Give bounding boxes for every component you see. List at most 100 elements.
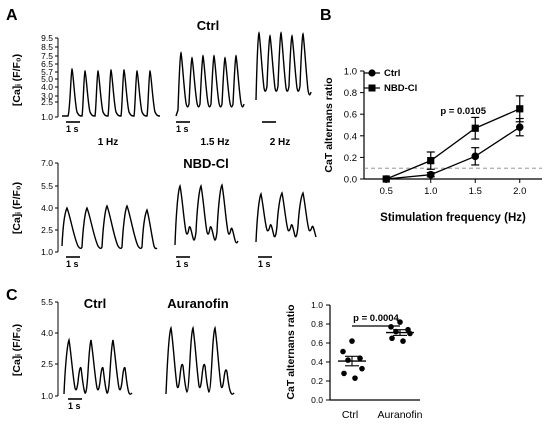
panel-c-auranofin-trace [165, 325, 235, 395]
panel-a-nbd-yaxis: 1.0 2.5 4.0 5.5 7.0 [41, 158, 59, 257]
panel-b-xlabel: Stimulation frequency (Hz) [380, 212, 526, 224]
nbd-trace-2hz [255, 191, 317, 243]
ytick-label: 4.0 [41, 82, 53, 92]
ytick-label: 3.0 [41, 91, 53, 101]
nbd-trace-1-5hz [174, 183, 239, 246]
panel-a-nbd-title: NBD-Cl [183, 156, 229, 171]
data-point [397, 319, 403, 325]
scale-bar-label: 1 s [176, 259, 189, 269]
scale-bar: 1 s [66, 121, 80, 134]
data-point-square [382, 175, 390, 183]
scale-bar: 1 s [258, 256, 272, 269]
ytick-label: 1.0 [41, 391, 53, 401]
panel-c-ctrl-trace [63, 337, 133, 395]
data-point-circle [471, 152, 480, 161]
scale-bar: 1 s [176, 256, 190, 269]
ytick-label: 0.0 [311, 395, 323, 405]
ytick-label: 7.5 [41, 51, 53, 61]
data-point-square [471, 124, 479, 132]
panel-label-b: B [320, 7, 332, 24]
ytick-label: 2.5 [41, 359, 53, 369]
ytick-label: 0.2 [311, 376, 323, 386]
data-point [340, 348, 346, 355]
ytick-label: 6.5 [41, 59, 53, 69]
scale-bar-label: 1 s [68, 401, 81, 411]
ytick-label: 0.8 [344, 88, 357, 99]
category-label: Auranofin [378, 409, 423, 421]
scale-bar-label: 1 s [258, 259, 271, 269]
panel-a-ctrl-ylabel: [Ca]ᵢ (F/F₀) [11, 54, 23, 106]
ytick-label: 1.0 [311, 300, 323, 310]
ytick-label: 0.8 [311, 319, 323, 329]
scale-bar-label: 1 s [176, 124, 189, 134]
panel-b-ylabel: CaT alternans ratio [323, 77, 335, 172]
legend-marker-circle [368, 69, 376, 77]
scale-bar-label: 1 s [66, 124, 79, 134]
ytick-label: 4.0 [41, 328, 53, 338]
ctrl-trace-2hz [255, 31, 312, 101]
ytick-label: 7.0 [41, 158, 53, 168]
data-point [349, 338, 355, 344]
panel-c-auranofin-title: Auranofin [167, 296, 228, 311]
legend-label: Ctrl [384, 68, 400, 79]
xtick-label: 1.5 [469, 186, 482, 197]
scale-bar: 1 s [66, 256, 80, 269]
data-point-square [427, 157, 435, 165]
category-label: Ctrl [342, 409, 358, 421]
ytick-label: 0.6 [344, 110, 357, 121]
scale-bar: 1 s [68, 398, 82, 411]
panel-b-p-value: p = 0.0105 [440, 106, 486, 117]
ytick-label: 2.5 [41, 97, 53, 107]
ctrl-trace-1-5hz [175, 51, 245, 117]
data-point-circle [426, 170, 435, 179]
data-point [345, 357, 351, 363]
ytick-label: 1.0 [344, 67, 357, 78]
ytick-label: 0.4 [311, 357, 323, 367]
series-line-ctrl [386, 126, 521, 180]
xtick-label: 0.5 [380, 186, 393, 197]
legend-marker-square [368, 84, 376, 92]
ytick-label: 5.0 [41, 74, 53, 84]
ytick-label: 0.6 [311, 338, 323, 348]
ytick-label: 5.5 [41, 181, 53, 191]
ytick-label: 2.5 [41, 225, 53, 235]
scale-bar-label: 1 s [66, 259, 79, 269]
ytick-label: 0.2 [344, 153, 357, 164]
ytick-label: 1.0 [41, 112, 53, 122]
ytick-label: 8.5 [41, 42, 53, 52]
rate-label-2hz: 2 Hz [270, 137, 291, 148]
panel-b-chart: 0.0 0.2 0.4 0.6 0.8 1.0 0.5 1.0 1.5 2.0 CaT alte… [323, 67, 542, 224]
ytick-label: 5.5 [41, 297, 53, 307]
data-point-circle [515, 123, 524, 131]
ytick-label: 4.0 [41, 203, 53, 213]
ctrl-trace-1hz [62, 67, 161, 117]
data-point [341, 370, 347, 377]
ytick-label: 9.5 [41, 33, 53, 43]
panel-c-scatter-ylabel: CaT alternans ratio [285, 304, 297, 399]
panel-c-ylabel: [Ca]ᵢ (F/F₀) [11, 324, 23, 376]
panel-label-a: A [6, 7, 18, 24]
nbd-trace-1hz [61, 204, 158, 250]
panel-a-nbd-ylabel: [Ca]ᵢ (F/F₀) [11, 182, 23, 234]
data-point [388, 324, 394, 330]
rate-label-1-5hz: 1.5 Hz [201, 137, 230, 148]
xtick-label: 1.0 [424, 186, 437, 197]
panel-a-ctrl-yaxis: 1.0 2.5 3.0 4.0 5.0 5.7 6.5 7.5 8.5 9.5 [41, 33, 59, 122]
panel-c-chart: 0.0 0.2 0.4 0.6 0.8 1.0 p = 0.0004 Ctrl Auran… [285, 300, 423, 421]
scale-bar: 1 s [176, 121, 190, 134]
panel-c-ctrl-title: Ctrl [84, 296, 106, 311]
ytick-label: 0.0 [344, 175, 357, 186]
legend: Ctrl NBD-Cl [364, 68, 417, 94]
data-point [400, 338, 406, 344]
data-point [407, 330, 413, 337]
series-line-nbd-cl [386, 108, 521, 180]
data-point-square [516, 105, 524, 113]
panel-label-c: C [6, 287, 18, 304]
data-point [359, 365, 365, 372]
ytick-label: 0.4 [344, 131, 357, 142]
panel-c-yaxis: 1.0 2.5 4.0 5.5 [41, 297, 59, 401]
legend-label: NBD-Cl [384, 83, 417, 94]
data-point [389, 335, 395, 342]
panel-c-p-value: p = 0.0004 [353, 313, 399, 324]
